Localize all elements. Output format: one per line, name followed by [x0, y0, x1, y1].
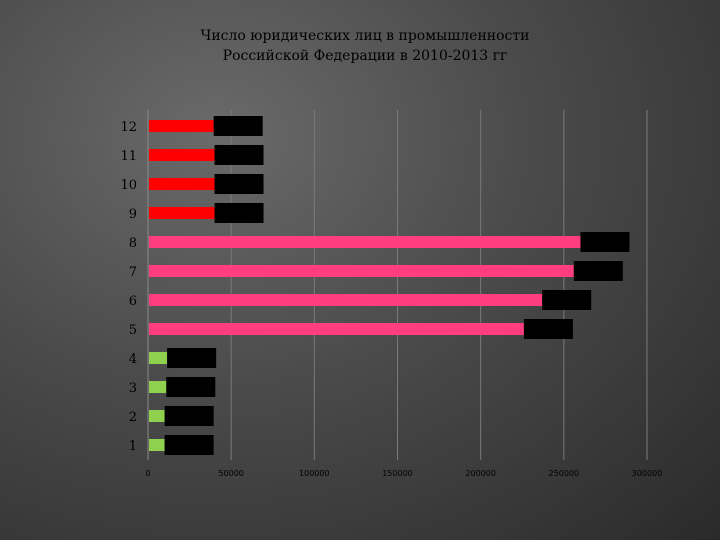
data-label-box: [580, 232, 630, 252]
x-tick-label: 300000: [632, 469, 663, 478]
x-tick-label: 250000: [549, 469, 580, 478]
x-tick-label: 100000: [299, 469, 330, 478]
bar: [149, 265, 574, 277]
bar: [149, 294, 543, 306]
data-label-box: [167, 348, 217, 368]
x-tick-label: 150000: [382, 469, 413, 478]
bar: [149, 149, 215, 161]
y-tick-label: 11: [120, 149, 137, 164]
x-tick-label: 200000: [465, 469, 496, 478]
bar: [149, 120, 214, 132]
data-label-box: [213, 116, 263, 136]
data-label-box: [166, 377, 216, 397]
data-label-box: [523, 319, 573, 339]
y-tick-label: 8: [129, 236, 137, 251]
y-tick-label: 7: [129, 265, 137, 280]
data-label-box: [573, 261, 623, 281]
chart-title: Число юридических лиц в промышленности Р…: [150, 26, 580, 66]
data-label-box: [214, 145, 264, 165]
y-tick-label: 4: [129, 352, 137, 367]
bar: [149, 352, 168, 364]
y-tick-label: 6: [129, 294, 137, 309]
data-label-box: [214, 174, 264, 194]
y-tick-label: 1: [129, 439, 137, 454]
y-tick-label: 12: [120, 120, 137, 135]
data-label-box: [164, 406, 214, 426]
bar: [149, 410, 165, 422]
y-tick-label: 10: [120, 178, 137, 193]
data-label-box: [542, 290, 592, 310]
y-tick-label: 2: [129, 410, 137, 425]
data-label-box: [164, 435, 214, 455]
x-tick-label: 0: [145, 469, 150, 478]
bar: [149, 207, 215, 219]
x-tick-label: 50000: [218, 469, 243, 478]
bar: [149, 323, 524, 335]
y-tick-label: 9: [129, 207, 137, 222]
chart-title-line-1: Число юридических лиц в промышленности: [200, 28, 530, 44]
bar: [149, 178, 215, 190]
y-tick-label: 5: [129, 323, 137, 338]
chart-title-line-2: Российской Федерации в 2010-2013 гг: [222, 48, 508, 64]
data-label-box: [214, 203, 264, 223]
y-tick-label: 3: [129, 381, 137, 396]
bar: [149, 236, 581, 248]
bar: [149, 439, 165, 451]
bar: [149, 381, 167, 393]
